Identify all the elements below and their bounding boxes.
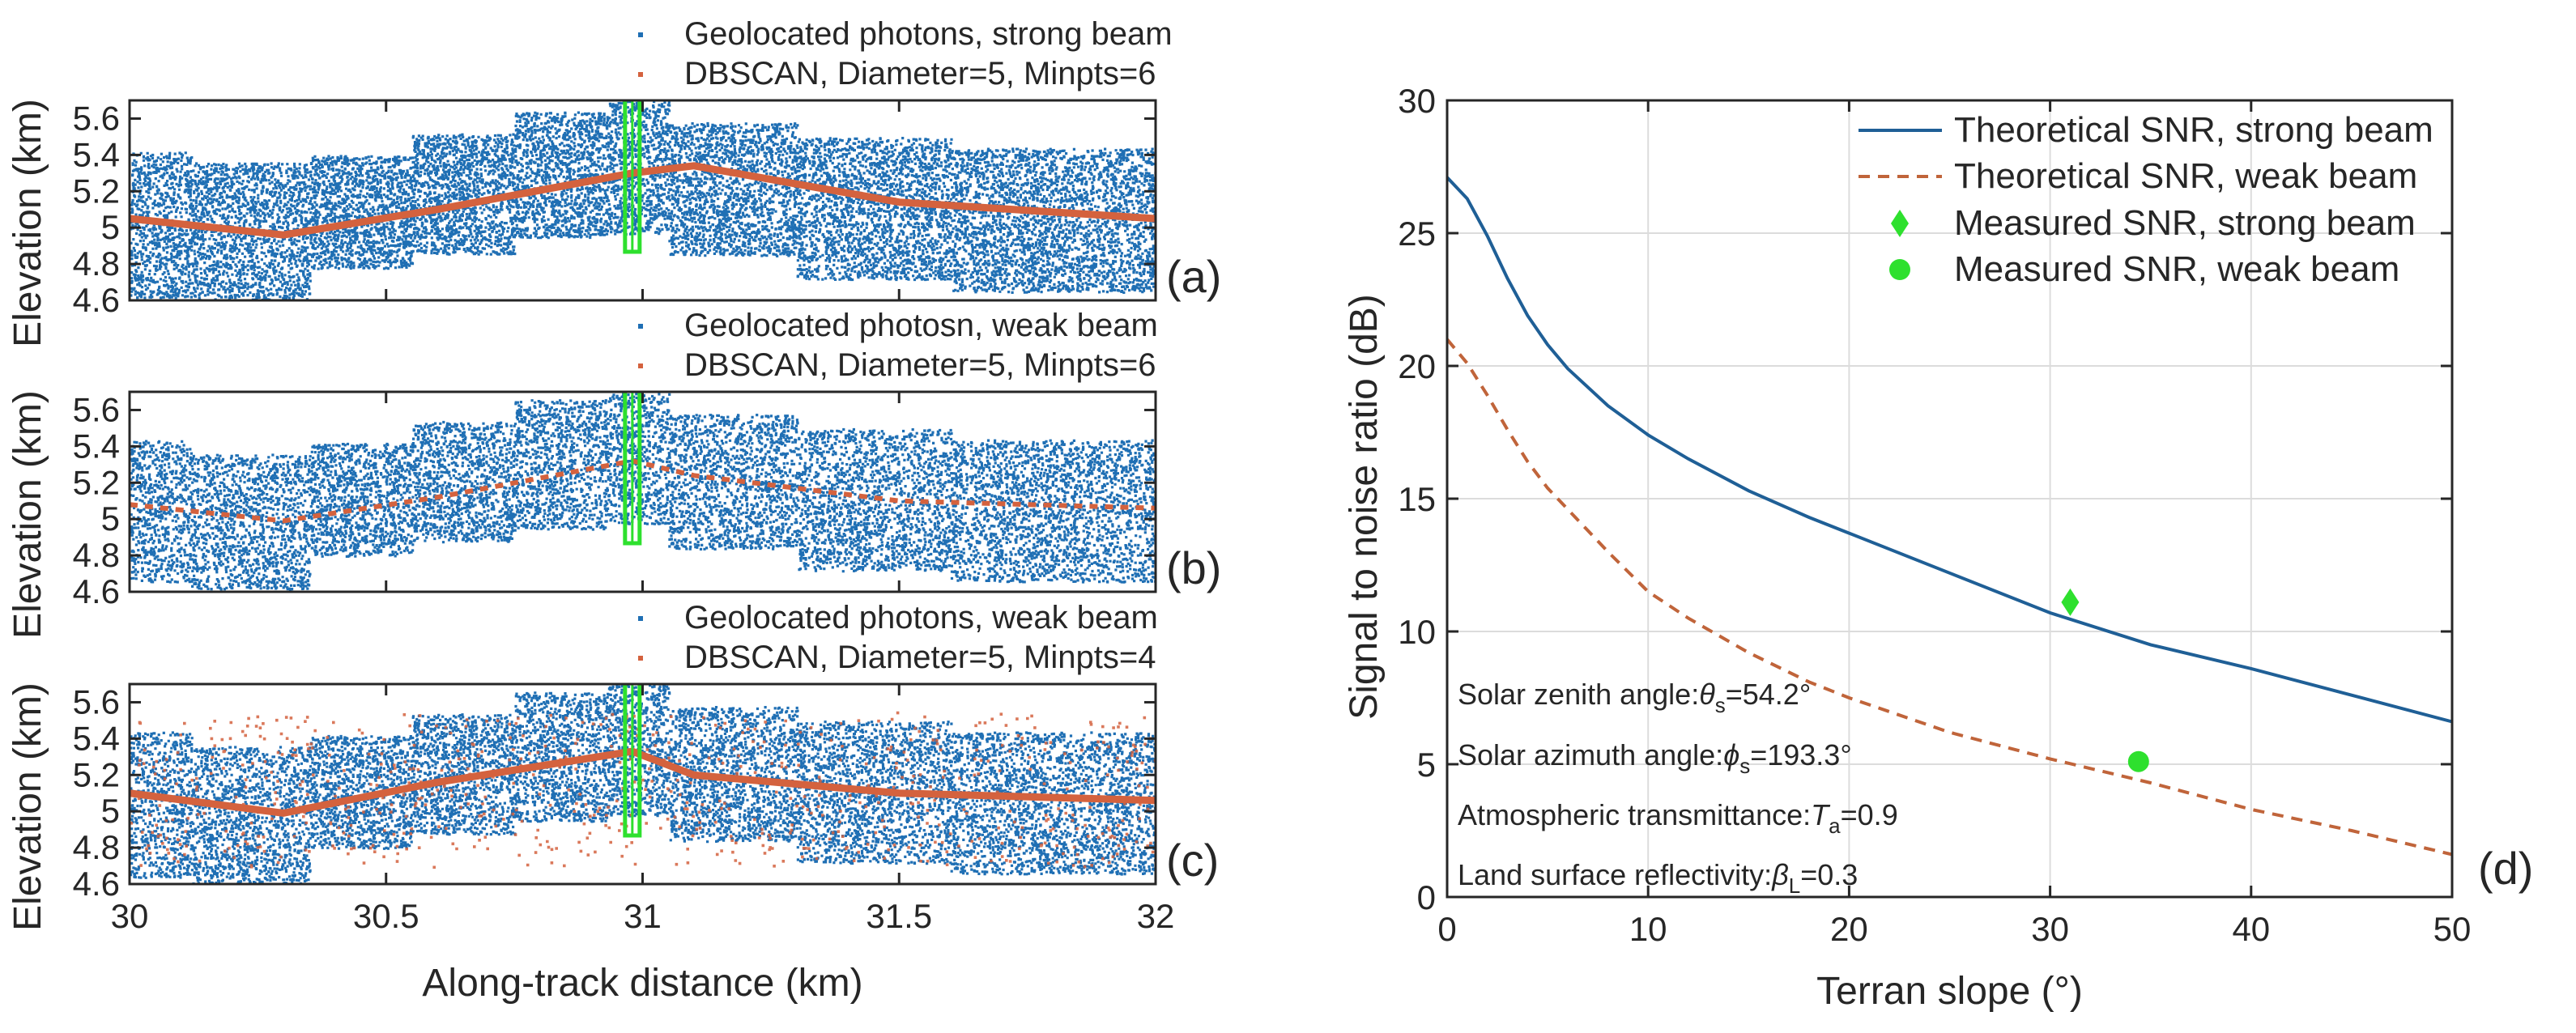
x-tick-label: 30.5	[353, 897, 419, 935]
y-tick-label: 4.8	[73, 244, 120, 283]
y-tick-label: 4.8	[73, 536, 120, 574]
annotation: Solar zenith angle:θs=54.2°	[1458, 678, 1811, 717]
plot-area	[130, 684, 1156, 884]
y-tick-label: 5.2	[73, 755, 120, 793]
legend-marker-dbscan	[638, 72, 643, 77]
series-line-0	[1446, 176, 2453, 724]
x-tick-label: 20	[1830, 910, 1868, 948]
y-tick-label: 5	[1417, 746, 1436, 784]
photon-points	[130, 684, 1156, 884]
panel-a: 4.64.855.25.45.6 Elevation (km) Geolocated…	[6, 16, 1221, 347]
x-tick-label: 10	[1629, 910, 1667, 948]
x-tick-label: 40	[2232, 910, 2270, 948]
panel-label: (b)	[1166, 542, 1221, 593]
plot-area	[130, 392, 1156, 591]
measured-weak-marker	[2127, 750, 2149, 772]
series-line-1	[1446, 338, 2453, 857]
legend-label-photons: Geolocated photons, weak beam	[684, 600, 1158, 636]
y-tick-label: 4.6	[73, 281, 120, 319]
x-axis-label: Along-track distance (km)	[422, 962, 862, 1005]
y-tick-label: 5.6	[73, 99, 120, 137]
panel-label: (a)	[1166, 251, 1221, 302]
y-tick-label: 5	[101, 208, 120, 246]
x-tick-label: 31	[624, 897, 662, 935]
legend: Geolocated photons, weak beam DBSCAN, Dia…	[638, 600, 1158, 675]
y-tick-label: 5.4	[73, 719, 120, 757]
y-tick-label: 20	[1398, 347, 1436, 385]
panel-d: 0 10 20 30 40 50 0 5 10 15 20 25 30 Terran slope (°) S…	[1343, 82, 2533, 1013]
y-axis-label: Elevation (km)	[6, 682, 49, 931]
y-tick-label: 4.8	[73, 828, 120, 866]
measured-strong-marker	[2061, 588, 2080, 616]
y-tick-label: 5.6	[73, 390, 120, 428]
y-axis-label: Signal to noise ratio (dB)	[1343, 294, 1386, 720]
annotation: Solar azimuth angle:ϕs=193.3°	[1458, 738, 1852, 778]
legend-label-dbscan: DBSCAN, Diameter=5, Minpts=4	[684, 640, 1156, 675]
y-tick-label: 10	[1398, 613, 1436, 651]
legend-label-dbscan: DBSCAN, Diameter=5, Minpts=6	[684, 56, 1156, 91]
y-axis-label: Elevation (km)	[6, 390, 49, 639]
legend-label: Theoretical SNR, weak beam	[1954, 156, 2417, 196]
y-tick-label: 5.4	[73, 427, 120, 465]
x-tick-label: 0	[1437, 910, 1456, 948]
photon-points	[130, 393, 1156, 591]
x-tick-label: 30	[111, 897, 149, 935]
x-axis-label: Terran slope (°)	[1816, 970, 2083, 1013]
y-tick-label: 5	[101, 792, 120, 830]
legend: Theoretical SNR, strong beam Theoretical …	[1859, 110, 2433, 289]
photon-cloud	[130, 393, 1156, 591]
legend: Geolocated photons, strong beam DBSCAN, D…	[638, 16, 1173, 91]
y-tick-label: 0	[1417, 878, 1436, 916]
panel-b: 4.64.855.25.45.6 Elevation (km) Geolocated…	[6, 308, 1221, 639]
photon-points	[130, 100, 1156, 300]
y-tick-label: 5.2	[73, 463, 120, 501]
y-tick-label: 5	[101, 499, 120, 538]
plot-area	[130, 100, 1156, 300]
x-tick-label: 31.5	[866, 897, 932, 935]
y-tick-label: 25	[1398, 215, 1436, 253]
legend-marker-photons	[638, 32, 643, 37]
legend-marker-photons	[638, 616, 643, 621]
x-tick-label: 30	[2031, 910, 2069, 948]
x-tick-label: 50	[2433, 910, 2472, 948]
legend-label-dbscan: DBSCAN, Diameter=5, Minpts=6	[684, 347, 1156, 383]
legend-marker-strong	[1891, 210, 1909, 237]
y-tick-label: 5.4	[73, 135, 120, 173]
legend-label-photons: Geolocated photosn, weak beam	[684, 308, 1158, 343]
y-axis-label: Elevation (km)	[6, 99, 49, 347]
legend-label: Theoretical SNR, strong beam	[1954, 110, 2433, 150]
legend: Geolocated photosn, weak beam DBSCAN, Dia…	[638, 308, 1158, 383]
panel-label: (c)	[1166, 835, 1219, 886]
legend-marker-dbscan	[638, 656, 643, 661]
legend-label-photons: Geolocated photons, strong beam	[684, 16, 1173, 52]
legend-marker-photons	[638, 324, 643, 329]
legend-marker-weak	[1889, 259, 1910, 280]
y-tick-label: 5.2	[73, 172, 120, 210]
y-tick-label: 30	[1398, 82, 1436, 120]
panel-label: (d)	[2478, 843, 2533, 894]
panel-c: 4.64.855.25.45.6 30 30.5 31 31.5 32 Along-trac…	[6, 600, 1219, 1005]
y-tick-label: 5.6	[73, 682, 120, 721]
photon-cloud	[130, 684, 1156, 884]
annotation: Atmospheric transmittance:Ta=0.9	[1458, 798, 1898, 838]
legend-label: Measured SNR, strong beam	[1954, 203, 2416, 243]
legend-label: Measured SNR, weak beam	[1954, 249, 2399, 289]
legend-marker-dbscan	[638, 363, 643, 368]
y-tick-label: 15	[1398, 480, 1436, 518]
annotation: Land surface reflectivity:βL=0.3	[1458, 858, 1858, 898]
x-tick-label: 32	[1137, 897, 1175, 935]
y-tick-label: 4.6	[73, 865, 120, 903]
y-tick-label: 4.6	[73, 572, 120, 610]
photon-cloud	[130, 100, 1156, 300]
